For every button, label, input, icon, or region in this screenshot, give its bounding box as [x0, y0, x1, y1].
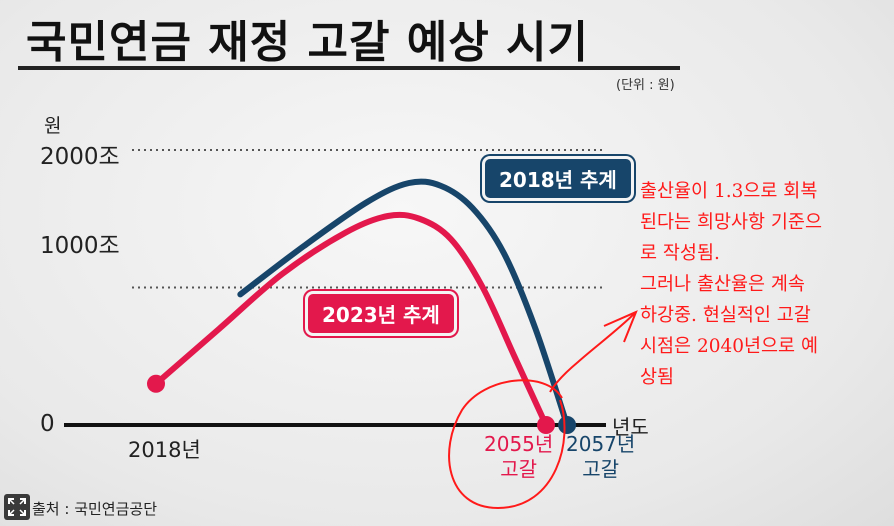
annotation-arrow [549, 311, 637, 393]
handwritten-annotation: 출산율이 1.3으로 회복 된다는 희망사항 기준으 로 작성됨. 그러나 출산… [640, 176, 894, 393]
annotation-line: 로 작성됨. [640, 243, 720, 264]
annotation-line: 출산율이 1.3으로 회복 [640, 181, 818, 202]
expand-button[interactable] [4, 494, 30, 520]
y-axis-unit-label: 원 [44, 115, 62, 137]
annotation-line: 시점은 2040년으로 예 [640, 336, 818, 357]
y-tick-2000: 2000조 [40, 144, 120, 170]
depletion-year-2055: 2055년 [484, 432, 554, 456]
depletion-word-2055: 고갈 [500, 457, 538, 481]
series-end-point-0 [537, 416, 555, 434]
annotation-line: 하강중. 현실적인 고갈 [640, 305, 811, 326]
annotation-arrowhead [603, 310, 638, 343]
series-line-0 [153, 211, 549, 428]
series-end-point-1 [558, 416, 577, 434]
depletion-year-2057: 2057년 [566, 432, 636, 456]
series-line-1 [237, 178, 571, 428]
annotation-circle [448, 379, 566, 510]
depletion-word-2057: 고갈 [582, 457, 620, 481]
y-tick-1000: 1000조 [40, 233, 120, 259]
series-start-point-0 [147, 374, 165, 393]
title-underline [18, 66, 680, 70]
expand-icon [8, 498, 26, 516]
y-tick-0: 0 [40, 411, 55, 437]
depletion-label-2055: 2055년 고갈 [484, 432, 553, 482]
depletion-label-2057: 2057년 고갈 [566, 432, 635, 482]
legend-2023-projection: 2023년 추계 [305, 291, 457, 336]
x-axis-label: 년도 [612, 415, 649, 439]
annotation-line: 된다는 희망사항 기준으 [640, 212, 822, 233]
annotation-line: 그러나 출산율은 계속 [640, 274, 805, 295]
page-title: 국민연금 재정 고갈 예상 시기 [26, 17, 590, 68]
x-tick-2018: 2018년 [128, 438, 201, 462]
unit-note: (단위 : 원) [616, 78, 675, 93]
source-credit: 출처 : 국민연금공단 [32, 500, 157, 518]
legend-2018-projection: 2018년 추계 [482, 156, 634, 201]
annotation-line: 상됨 [640, 367, 675, 388]
